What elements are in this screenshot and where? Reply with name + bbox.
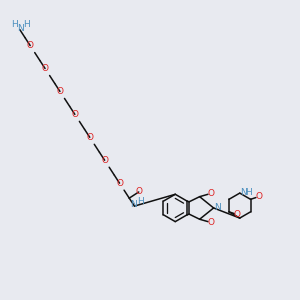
Text: O: O	[56, 87, 64, 96]
Text: H: H	[245, 188, 252, 197]
Text: O: O	[101, 156, 108, 165]
Text: O: O	[135, 188, 142, 196]
Text: N: N	[214, 203, 221, 212]
Text: O: O	[27, 41, 34, 50]
Text: H: H	[137, 196, 143, 206]
Text: N: N	[240, 188, 247, 197]
Text: O: O	[86, 133, 93, 142]
Text: H: H	[23, 20, 29, 29]
Text: O: O	[116, 179, 123, 188]
Text: N: N	[130, 200, 137, 209]
Text: O: O	[234, 210, 241, 219]
Text: O: O	[71, 110, 78, 119]
Text: H: H	[11, 20, 18, 29]
Text: O: O	[42, 64, 49, 73]
Text: O: O	[207, 189, 214, 198]
Text: N: N	[17, 24, 24, 33]
Text: O: O	[207, 218, 214, 227]
Text: O: O	[255, 192, 262, 201]
